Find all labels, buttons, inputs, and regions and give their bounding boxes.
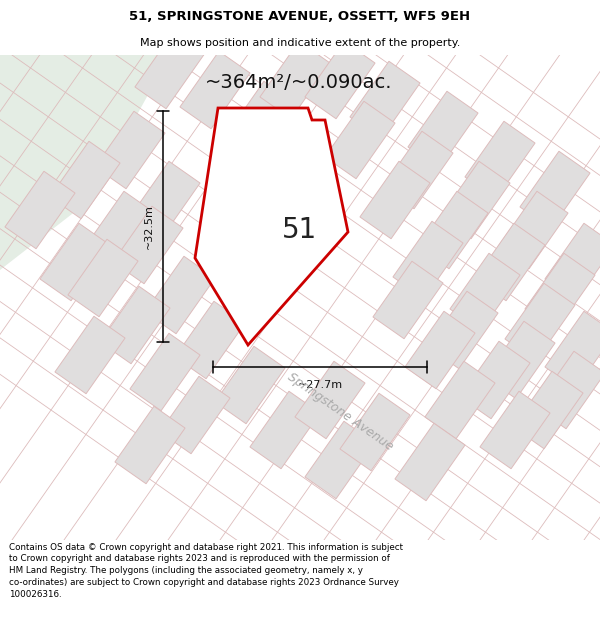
Polygon shape	[418, 191, 488, 269]
Text: Springstone Avenue: Springstone Avenue	[285, 371, 395, 453]
Polygon shape	[450, 253, 520, 331]
Polygon shape	[68, 239, 138, 317]
Polygon shape	[373, 261, 443, 339]
Polygon shape	[225, 81, 295, 159]
Polygon shape	[460, 341, 530, 419]
Polygon shape	[350, 61, 420, 139]
Polygon shape	[325, 101, 395, 179]
Polygon shape	[425, 361, 495, 439]
Polygon shape	[95, 111, 165, 189]
Polygon shape	[115, 406, 185, 484]
Text: 51: 51	[283, 216, 317, 244]
Text: Map shows position and indicative extent of the property.: Map shows position and indicative extent…	[140, 38, 460, 48]
Polygon shape	[175, 301, 245, 379]
Polygon shape	[475, 223, 545, 301]
Polygon shape	[195, 108, 348, 345]
Polygon shape	[50, 141, 120, 219]
Polygon shape	[465, 121, 535, 199]
Polygon shape	[395, 423, 465, 501]
Polygon shape	[513, 371, 583, 449]
Polygon shape	[145, 256, 215, 334]
Polygon shape	[180, 51, 250, 129]
Polygon shape	[100, 286, 170, 364]
Polygon shape	[545, 223, 600, 301]
Polygon shape	[545, 311, 600, 389]
Polygon shape	[130, 333, 200, 411]
Polygon shape	[498, 191, 568, 269]
Text: ~27.7m: ~27.7m	[298, 380, 343, 390]
Polygon shape	[260, 41, 330, 119]
Text: Contains OS data © Crown copyright and database right 2021. This information is : Contains OS data © Crown copyright and d…	[9, 542, 403, 599]
Polygon shape	[525, 253, 595, 331]
Text: ~364m²/~0.090ac.: ~364m²/~0.090ac.	[205, 72, 392, 91]
Polygon shape	[305, 421, 375, 499]
Polygon shape	[5, 171, 75, 249]
Polygon shape	[383, 131, 453, 209]
Polygon shape	[360, 161, 430, 239]
Polygon shape	[505, 283, 575, 361]
Polygon shape	[130, 161, 200, 239]
Polygon shape	[55, 316, 125, 394]
Polygon shape	[535, 351, 600, 429]
Polygon shape	[405, 311, 475, 389]
Polygon shape	[408, 91, 478, 169]
Polygon shape	[485, 321, 555, 399]
Polygon shape	[295, 361, 365, 439]
Polygon shape	[440, 161, 510, 239]
Polygon shape	[480, 391, 550, 469]
Polygon shape	[520, 151, 590, 229]
Polygon shape	[428, 291, 498, 369]
Polygon shape	[340, 393, 410, 471]
Polygon shape	[0, 55, 170, 270]
Polygon shape	[215, 346, 285, 424]
Polygon shape	[85, 191, 155, 269]
Polygon shape	[305, 41, 375, 119]
Polygon shape	[40, 223, 110, 301]
Polygon shape	[250, 391, 320, 469]
Polygon shape	[135, 31, 205, 109]
Text: 51, SPRINGSTONE AVENUE, OSSETT, WF5 9EH: 51, SPRINGSTONE AVENUE, OSSETT, WF5 9EH	[130, 10, 470, 23]
Text: ~32.5m: ~32.5m	[144, 204, 154, 249]
Polygon shape	[160, 376, 230, 454]
Polygon shape	[113, 206, 183, 284]
Polygon shape	[393, 221, 463, 299]
